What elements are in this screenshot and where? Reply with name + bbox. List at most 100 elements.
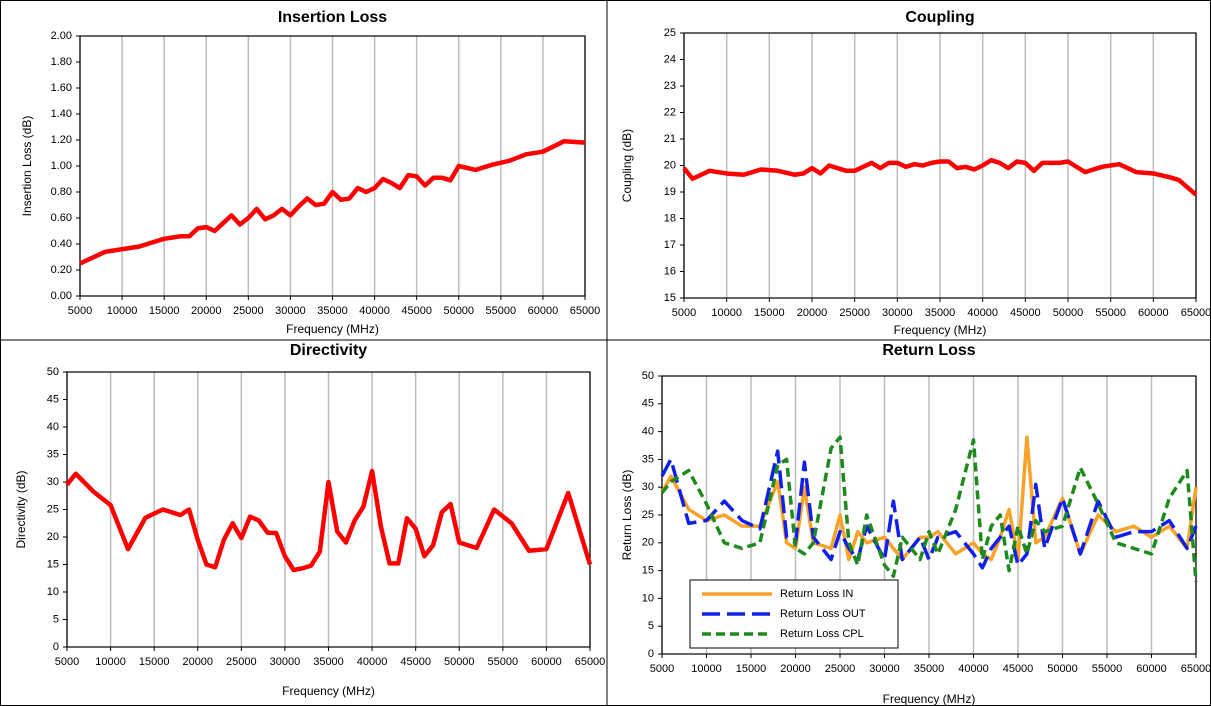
y-tick-label: 25 bbox=[642, 509, 654, 521]
y-tick-label: 20 bbox=[664, 159, 676, 171]
y-tick-label: 20 bbox=[642, 537, 654, 549]
y-tick-label: 0 bbox=[648, 648, 654, 660]
y-tick-label: 0 bbox=[53, 641, 59, 653]
x-tick-label: 35000 bbox=[313, 656, 344, 668]
x-tick-label: 45000 bbox=[401, 305, 432, 317]
x-tick-label: 20000 bbox=[191, 305, 222, 317]
plot-frame bbox=[661, 375, 1197, 655]
x-tick-label: 40000 bbox=[967, 307, 998, 319]
y-tick-label: 10 bbox=[642, 592, 654, 604]
y-tick-label: 5 bbox=[648, 620, 654, 632]
x-tick-label: 30000 bbox=[882, 307, 913, 319]
plot-frame bbox=[79, 35, 586, 297]
x-tick-label: 30000 bbox=[869, 663, 900, 675]
x-tick-label: 60000 bbox=[528, 305, 559, 317]
y-tick-label: 17 bbox=[664, 239, 676, 251]
chart-title: Directivity bbox=[290, 342, 367, 359]
y-tick-label: 1.60 bbox=[51, 82, 72, 94]
x-tick-label: 55000 bbox=[1095, 307, 1126, 319]
x-tick-label: 65000 bbox=[1181, 663, 1211, 675]
plot-frame bbox=[66, 371, 591, 648]
y-axis-title: Coupling (dB) bbox=[620, 129, 634, 202]
x-tick-label: 30000 bbox=[270, 656, 301, 668]
x-tick-label: 35000 bbox=[317, 305, 348, 317]
legend-label: Return Loss OUT bbox=[780, 608, 866, 620]
y-tick-label: 24 bbox=[664, 53, 676, 65]
x-tick-label: 10000 bbox=[691, 663, 722, 675]
x-tick-label: 60000 bbox=[1136, 663, 1167, 675]
x-tick-label: 40000 bbox=[359, 305, 390, 317]
plot-frame bbox=[683, 32, 1197, 299]
y-tick-label: 1.40 bbox=[51, 108, 72, 120]
y-tick-label: 30 bbox=[47, 476, 59, 488]
x-tick-label: 50000 bbox=[443, 305, 474, 317]
legend-label: Return Loss CPL bbox=[780, 628, 864, 640]
x-tick-label: 40000 bbox=[357, 656, 388, 668]
x-axis-title: Frequency (MHz) bbox=[282, 684, 375, 698]
x-tick-label: 25000 bbox=[839, 307, 870, 319]
y-tick-label: 16 bbox=[664, 265, 676, 277]
x-tick-label: 35000 bbox=[914, 663, 945, 675]
y-tick-label: 10 bbox=[47, 586, 59, 598]
legend bbox=[689, 579, 899, 649]
y-tick-label: 50 bbox=[47, 366, 59, 378]
x-axis-title: Frequency (MHz) bbox=[883, 692, 976, 706]
x-tick-label: 65000 bbox=[570, 305, 601, 317]
y-tick-label: 5 bbox=[53, 613, 59, 625]
x-tick-label: 55000 bbox=[488, 656, 519, 668]
y-tick-label: 20 bbox=[47, 531, 59, 543]
data-line bbox=[79, 139, 586, 266]
x-tick-label: 60000 bbox=[1138, 307, 1169, 319]
chart-title: Return Loss bbox=[882, 342, 975, 359]
x-tick-label: 15000 bbox=[736, 663, 767, 675]
x-tick-label: 10000 bbox=[711, 307, 742, 319]
y-tick-label: 45 bbox=[47, 393, 59, 405]
x-tick-label: 60000 bbox=[531, 656, 562, 668]
x-tick-label: 5000 bbox=[55, 656, 79, 668]
y-tick-label: 30 bbox=[642, 481, 654, 493]
y-tick-label: 40 bbox=[642, 426, 654, 438]
x-tick-label: 20000 bbox=[182, 656, 213, 668]
y-tick-label: 0.60 bbox=[51, 212, 72, 224]
data-line bbox=[660, 449, 1198, 570]
y-tick-label: 22 bbox=[664, 106, 676, 118]
chart-title: Insertion Loss bbox=[278, 9, 387, 26]
x-tick-label: 5000 bbox=[68, 305, 92, 317]
x-tick-label: 65000 bbox=[1181, 307, 1211, 319]
y-tick-label: 1.20 bbox=[51, 134, 72, 146]
y-axis-title: Insertion Loss (dB) bbox=[20, 116, 34, 217]
x-tick-label: 45000 bbox=[400, 656, 431, 668]
data-line bbox=[660, 435, 1198, 582]
y-tick-label: 25 bbox=[47, 503, 59, 515]
x-tick-label: 25000 bbox=[825, 663, 856, 675]
x-tick-label: 20000 bbox=[780, 663, 811, 675]
x-tick-label: 45000 bbox=[1010, 307, 1041, 319]
y-tick-label: 0.00 bbox=[51, 290, 72, 302]
y-tick-label: 50 bbox=[642, 370, 654, 382]
x-tick-label: 50000 bbox=[1053, 307, 1084, 319]
y-tick-label: 0.40 bbox=[51, 238, 72, 250]
y-tick-label: 40 bbox=[47, 421, 59, 433]
x-tick-label: 45000 bbox=[1003, 663, 1034, 675]
y-tick-label: 15 bbox=[47, 558, 59, 570]
x-tick-label: 15000 bbox=[754, 307, 785, 319]
data-line bbox=[682, 157, 1198, 197]
x-tick-label: 15000 bbox=[139, 656, 170, 668]
x-tick-label: 50000 bbox=[1047, 663, 1078, 675]
x-axis-title: Frequency (MHz) bbox=[894, 323, 987, 337]
y-tick-label: 18 bbox=[664, 212, 676, 224]
y-tick-label: 45 bbox=[642, 398, 654, 410]
data-line bbox=[65, 468, 593, 573]
chart-title: Coupling bbox=[905, 9, 974, 26]
y-tick-label: 0.20 bbox=[51, 264, 72, 276]
x-tick-label: 35000 bbox=[925, 307, 956, 319]
x-tick-label: 10000 bbox=[95, 656, 126, 668]
x-tick-label: 40000 bbox=[958, 663, 989, 675]
x-axis-title: Frequency (MHz) bbox=[286, 322, 379, 336]
x-tick-label: 25000 bbox=[226, 656, 257, 668]
x-tick-label: 55000 bbox=[1092, 663, 1123, 675]
x-tick-label: 15000 bbox=[149, 305, 180, 317]
